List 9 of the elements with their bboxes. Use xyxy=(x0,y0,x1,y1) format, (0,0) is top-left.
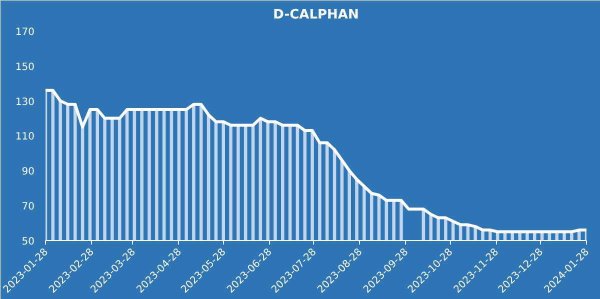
chart-title: D-CALPHAN xyxy=(273,8,359,22)
y-tick-label: 70 xyxy=(22,202,35,213)
y-tick-label: 50 xyxy=(22,236,35,248)
y-tick-label: 130 xyxy=(15,96,35,108)
y-tick-label: 150 xyxy=(15,62,35,73)
y-tick-label: 110 xyxy=(15,132,35,143)
y-tick-label: 90 xyxy=(22,166,35,178)
line-series xyxy=(46,88,586,234)
y-tick-label: 170 xyxy=(15,26,35,38)
